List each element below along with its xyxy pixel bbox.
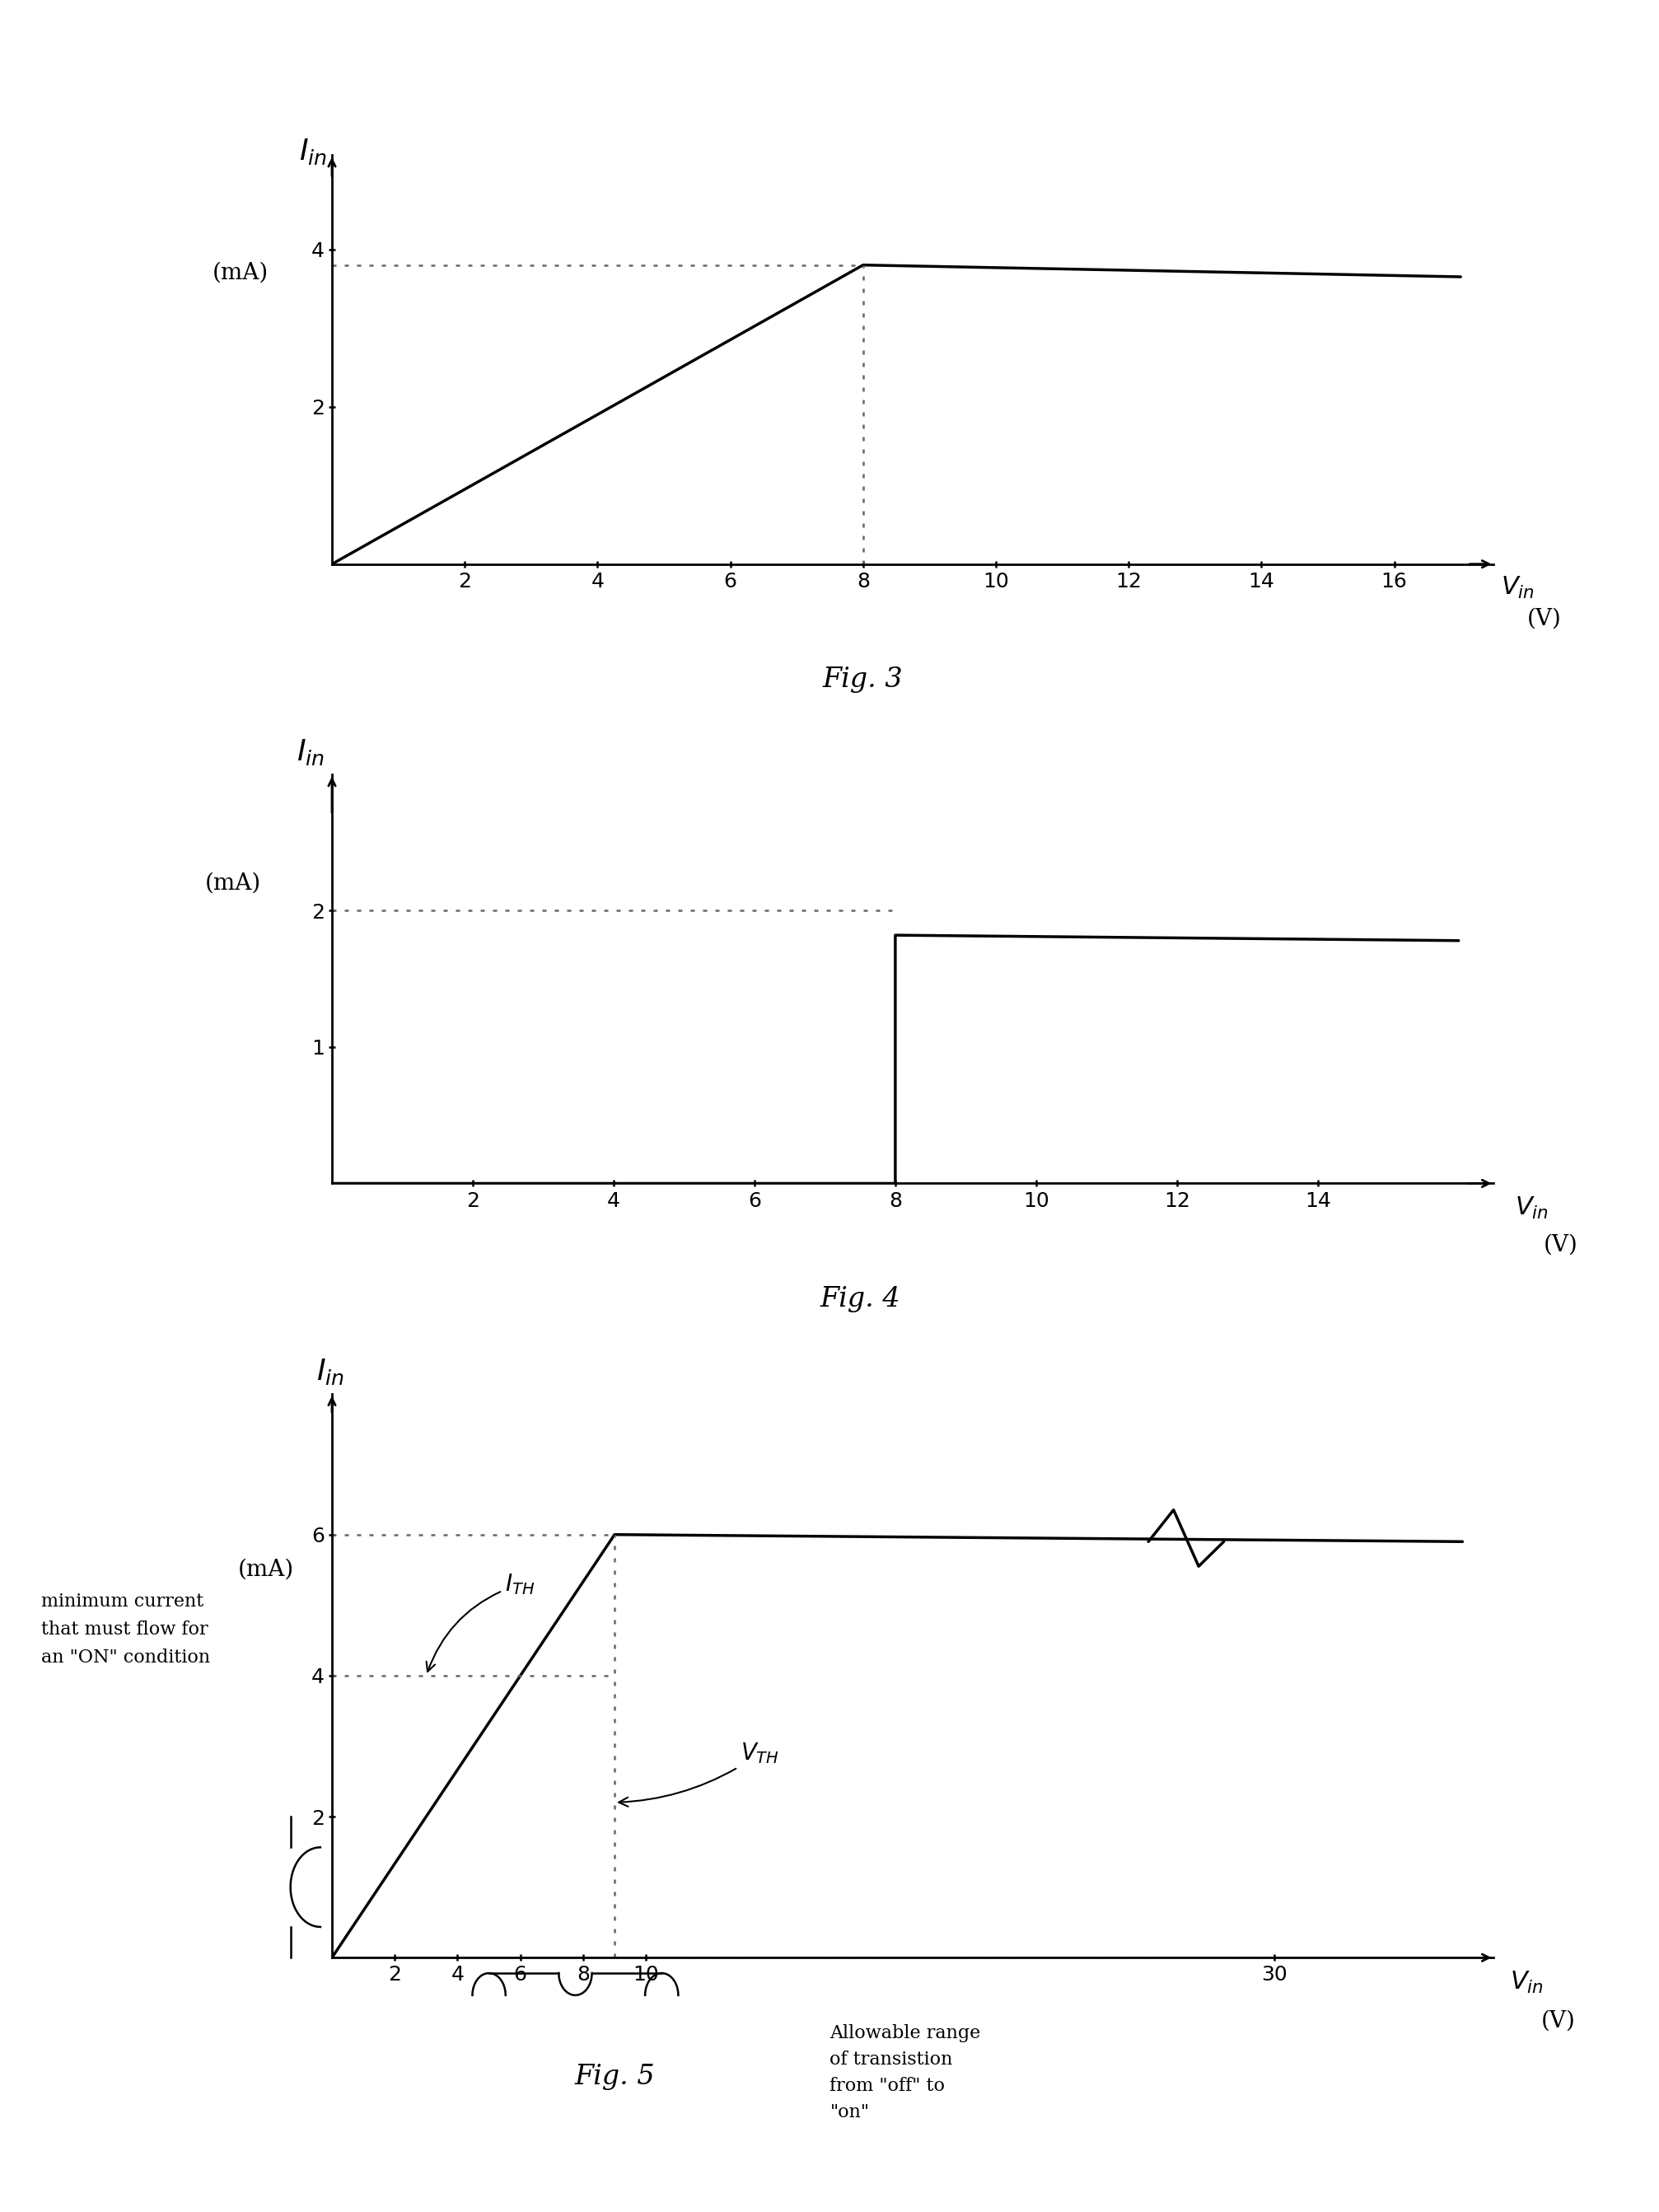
Text: $I_{in}$: $I_{in}$ <box>317 1356 343 1387</box>
Text: (V): (V) <box>1540 2011 1574 2033</box>
Text: minimum current
that must flow for
an "ON" condition: minimum current that must flow for an "O… <box>41 1593 211 1666</box>
Text: $I_{TH}$: $I_{TH}$ <box>426 1573 534 1672</box>
Text: (mA): (mA) <box>237 1559 294 1582</box>
Text: Allowable range
of transistion
from "off" to
"on": Allowable range of transistion from "off… <box>830 2024 980 2121</box>
Text: Fig. 5: Fig. 5 <box>574 2064 654 2090</box>
Text: (mA): (mA) <box>212 261 269 283</box>
Text: $V_{in}$: $V_{in}$ <box>1515 1194 1548 1221</box>
Text: $V_{in}$: $V_{in}$ <box>1500 575 1533 599</box>
Text: $V_{in}$: $V_{in}$ <box>1508 1969 1543 1995</box>
Text: (V): (V) <box>1526 608 1561 630</box>
Text: (mA): (mA) <box>206 872 262 894</box>
Text: Fig. 4: Fig. 4 <box>820 1285 899 1312</box>
Text: Fig. 3: Fig. 3 <box>823 666 902 692</box>
Text: $I_{in}$: $I_{in}$ <box>299 137 327 166</box>
Text: $I_{in}$: $I_{in}$ <box>297 739 325 768</box>
Text: (V): (V) <box>1543 1234 1576 1256</box>
Text: $V_{TH}$: $V_{TH}$ <box>619 1741 778 1807</box>
